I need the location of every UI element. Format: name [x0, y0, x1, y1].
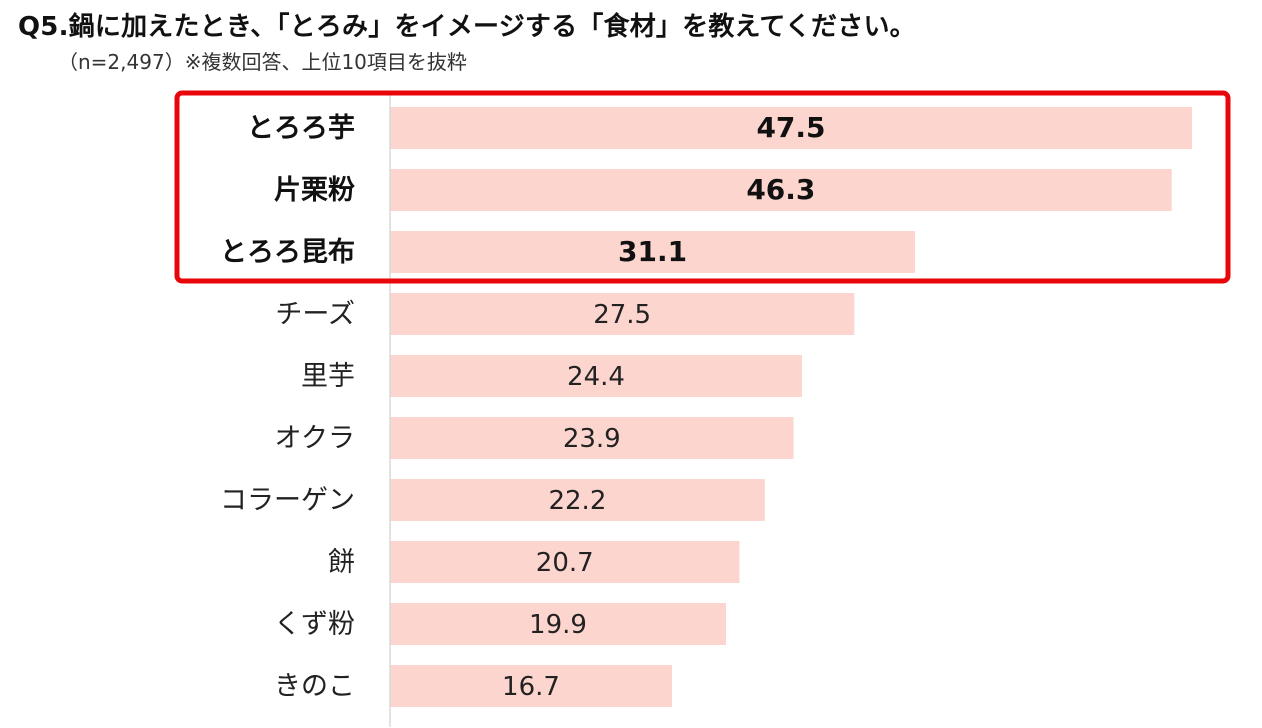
highlight-box: [174, 90, 1231, 284]
labels-layer: とろろ芋 47.5 片栗粉 46.3 とろろ昆布 31.1 チーズ 27.5 里芋 24.4 オクラ…: [220, 111, 826, 702]
category-label: 里芋: [301, 361, 355, 392]
bar: [390, 603, 726, 645]
bar: [390, 665, 672, 707]
bar: [390, 231, 916, 273]
bar: [390, 293, 855, 335]
category-label: チーズ: [275, 299, 355, 330]
chart-subtitle: （n=2,497）※複数回答、上位10項目を抜粋: [58, 50, 467, 74]
value-label: 31.1: [618, 235, 687, 268]
category-label: とろろ芋: [247, 113, 355, 144]
category-label: とろろ昆布: [220, 237, 355, 268]
value-label: 23.9: [563, 424, 621, 454]
value-label: 19.9: [529, 610, 587, 640]
bar: [390, 479, 765, 521]
value-label: 16.7: [502, 672, 560, 702]
category-label: 餅: [328, 547, 355, 578]
bars-layer: [390, 107, 1192, 707]
value-label: 46.3: [746, 173, 815, 206]
bar: [390, 355, 802, 397]
value-label: 20.7: [536, 548, 594, 578]
chart-title: Q5.鍋に加えたとき、「とろみ」をイメージする「食材」を教えてください。: [18, 12, 916, 42]
bar: [390, 417, 794, 459]
category-label: きのこ: [274, 671, 355, 702]
category-label: コラーゲン: [220, 485, 355, 516]
bar: [390, 107, 1192, 149]
category-label: くず粉: [274, 609, 355, 640]
value-label: 22.2: [548, 486, 606, 516]
bar: [390, 169, 1172, 211]
value-label: 27.5: [593, 300, 651, 330]
bar: [390, 541, 740, 583]
category-label: 片栗粉: [274, 175, 355, 206]
category-label: オクラ: [275, 423, 355, 454]
value-label: 47.5: [756, 111, 825, 144]
value-label: 24.4: [567, 362, 625, 392]
